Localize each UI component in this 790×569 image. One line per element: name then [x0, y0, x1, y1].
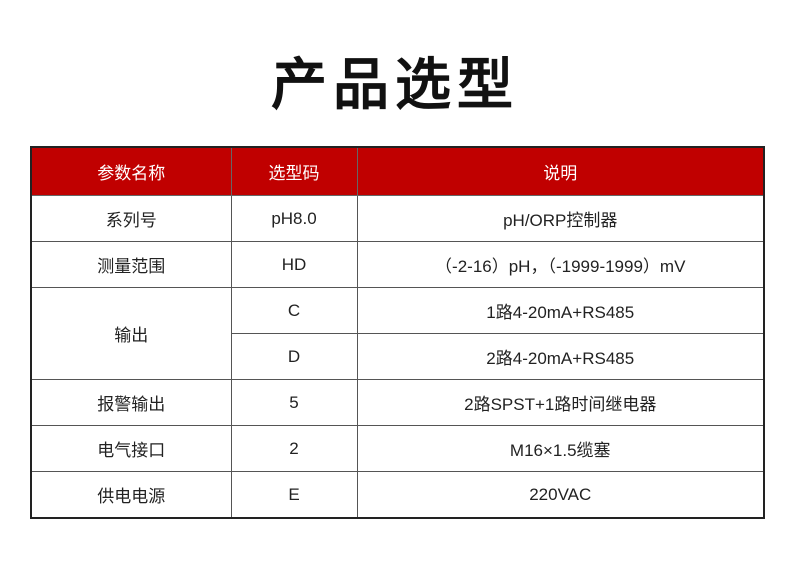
table-row: 电气接口 2 M16×1.5缆塞	[30, 425, 765, 472]
code-cell: C	[230, 287, 358, 334]
desc-cell: 2路4-20mA+RS485	[356, 333, 765, 380]
code-cell: HD	[230, 241, 358, 288]
table-row: D 2路4-20mA+RS485	[31, 333, 765, 380]
param-cell: 输出	[30, 287, 232, 380]
table-row: 测量范围 HD （-2-16）pH，（-1999-1999）mV	[30, 241, 765, 288]
param-cell: 供电电源	[30, 471, 232, 519]
code-cell: D	[230, 333, 358, 380]
desc-cell: 2路SPST+1路时间继电器	[356, 379, 765, 426]
param-cell: 测量范围	[30, 241, 232, 288]
desc-cell: （-2-16）pH，（-1999-1999）mV	[356, 241, 765, 288]
header-param: 参数名称	[30, 146, 232, 196]
param-cell: 报警输出	[30, 379, 232, 426]
table-row: 输出 C 1路4-20mA+RS485	[30, 287, 765, 380]
code-cell: E	[230, 471, 358, 519]
desc-cell: 220VAC	[356, 471, 765, 519]
code-cell: 2	[230, 425, 358, 472]
page-title: 产品选型	[271, 53, 519, 116]
table-header-row: 参数名称 选型码 说明	[30, 146, 765, 196]
code-cell: pH8.0	[230, 195, 358, 242]
table-row: 供电电源 E 220VAC	[30, 471, 765, 519]
header-desc: 说明	[356, 146, 765, 196]
table-row: 报警输出 5 2路SPST+1路时间继电器	[30, 379, 765, 426]
selection-table: 参数名称 选型码 说明 系列号 pH8.0 pH/ORP控制器 测量范围 HD …	[30, 146, 765, 519]
param-cell: 系列号	[30, 195, 232, 242]
header-code: 选型码	[230, 146, 358, 196]
desc-cell: M16×1.5缆塞	[356, 425, 765, 472]
desc-cell: 1路4-20mA+RS485	[356, 287, 765, 334]
param-cell: 电气接口	[30, 425, 232, 472]
table-row: 系列号 pH8.0 pH/ORP控制器	[30, 195, 765, 242]
code-cell: 5	[230, 379, 358, 426]
desc-cell: pH/ORP控制器	[356, 195, 765, 242]
